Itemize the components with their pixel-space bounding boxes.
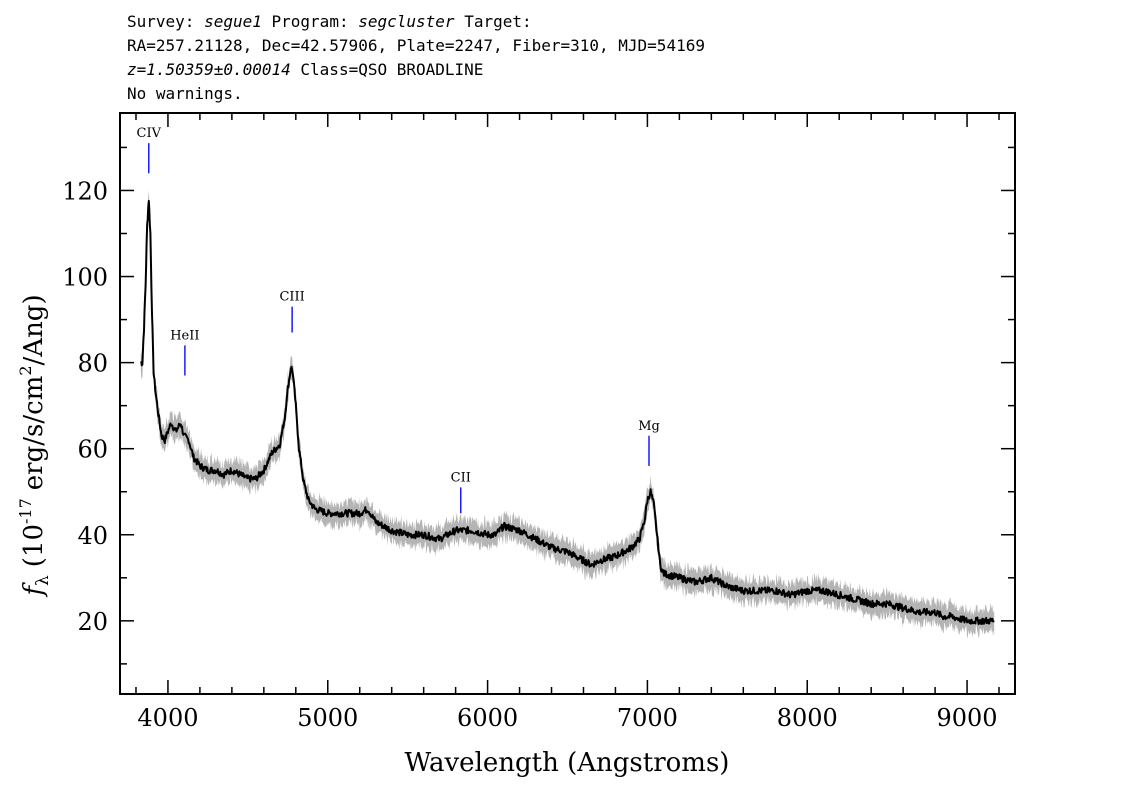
redshift-line: z=1.50359±0.00014 Class=QSO BROADLINE bbox=[127, 58, 705, 82]
y-tick-label: 60 bbox=[77, 436, 108, 464]
flux-layer bbox=[140, 199, 995, 626]
x-tick-label: 7000 bbox=[617, 704, 678, 732]
y-axis-units: erg/s/cm bbox=[19, 376, 49, 491]
x-tick-label: 5000 bbox=[297, 704, 358, 732]
x-axis-title: Wavelength (Angstroms) bbox=[405, 748, 730, 778]
x-tick-label: 8000 bbox=[777, 704, 838, 732]
y-axis-title: fλ(10-17erg/s/cm2/Ang) bbox=[16, 294, 53, 597]
line-marker-label: CIV bbox=[137, 126, 162, 141]
y-axis-units-exp: -17 bbox=[16, 498, 35, 524]
y-axis-units-open: (10 bbox=[19, 524, 49, 567]
y-axis-symbol-sub: λ bbox=[33, 575, 53, 586]
error-band bbox=[140, 190, 995, 638]
y-tick-label: 20 bbox=[77, 608, 108, 636]
survey-line: Survey: segue1 Program: segcluster Targe… bbox=[127, 10, 705, 34]
survey-label: Survey: bbox=[127, 12, 195, 31]
y-tick-label: 80 bbox=[77, 350, 108, 378]
survey-value: segue1 bbox=[204, 12, 262, 31]
spectrum-header: Survey: segue1 Program: segcluster Targe… bbox=[127, 10, 705, 106]
y-tick-label: 120 bbox=[62, 177, 108, 205]
line-marker-label: CIII bbox=[279, 290, 304, 305]
target-label: Target: bbox=[464, 12, 532, 31]
plot-frame bbox=[119, 112, 1016, 695]
coords-line: RA=257.21128, Dec=42.57906, Plate=2247, … bbox=[127, 36, 705, 55]
class-value: Class=QSO BROADLINE bbox=[300, 60, 484, 79]
redshift-value: z=1.50359±0.00014 bbox=[127, 60, 291, 79]
line-markers-layer: CIV HeII CIII CII Mg bbox=[137, 126, 660, 514]
x-tick-label: 4000 bbox=[137, 704, 198, 732]
y-tick-label: 100 bbox=[62, 264, 108, 292]
line-marker-label: CII bbox=[451, 470, 471, 485]
y-axis-units-close: /Ang) bbox=[19, 294, 49, 365]
warnings-line: No warnings. bbox=[127, 84, 243, 103]
program-label: Program: bbox=[271, 12, 349, 31]
x-tick-label: 9000 bbox=[937, 704, 998, 732]
program-value: segcluster bbox=[358, 12, 455, 31]
ticks-layer bbox=[120, 113, 1015, 694]
line-marker-label: HeII bbox=[170, 328, 199, 343]
x-tick-label: 6000 bbox=[457, 704, 518, 732]
y-tick-label: 40 bbox=[77, 522, 108, 550]
tick-labels-layer: 4000 5000 6000 7000 8000 9000 20 40 60 80 100 120 bbox=[62, 177, 997, 732]
error-band-layer bbox=[140, 190, 995, 638]
line-marker-label: Mg bbox=[638, 419, 660, 434]
flux-line bbox=[140, 199, 995, 626]
y-axis-units-exp2: 2 bbox=[16, 365, 35, 375]
